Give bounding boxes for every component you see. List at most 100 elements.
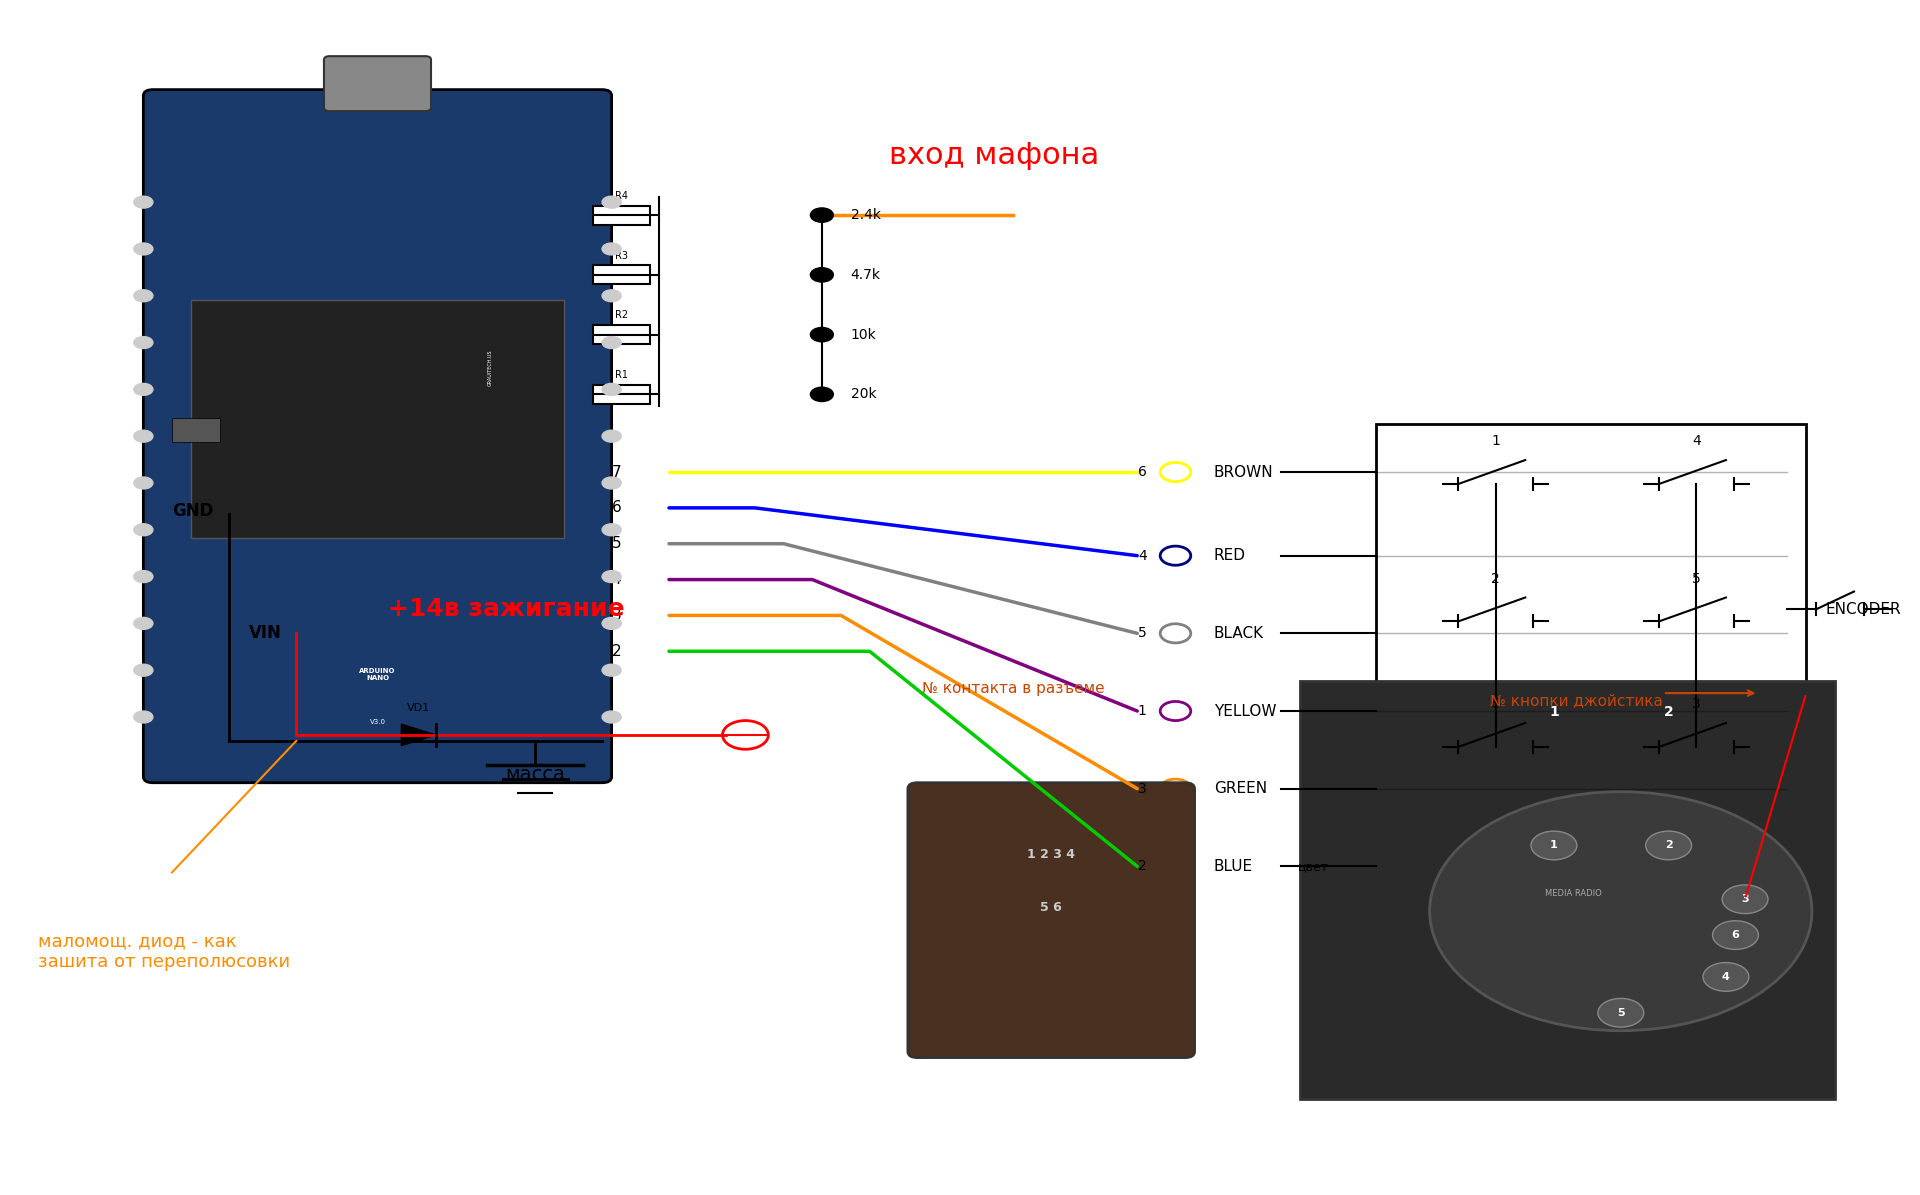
Text: маломощ. диод - как
зашита от переполюсовки: маломощ. диод - как зашита от переполюсо…: [38, 932, 290, 970]
Circle shape: [134, 196, 154, 208]
Text: VIN: VIN: [248, 624, 282, 643]
Text: RED: RED: [1213, 549, 1246, 563]
Bar: [593, 206, 649, 225]
Text: 3: 3: [612, 608, 622, 623]
Text: 2: 2: [612, 644, 622, 658]
Text: 2.4k: 2.4k: [851, 208, 881, 222]
Circle shape: [810, 327, 833, 342]
Text: 10k: 10k: [851, 327, 876, 342]
Text: 2: 2: [1665, 840, 1672, 851]
Text: 1: 1: [1139, 704, 1146, 718]
Bar: [173, 418, 219, 442]
Circle shape: [603, 571, 622, 583]
Circle shape: [1530, 832, 1576, 860]
Bar: [1300, 681, 1836, 1099]
Circle shape: [603, 290, 622, 302]
Circle shape: [1713, 920, 1759, 949]
Text: R2: R2: [614, 311, 628, 320]
Text: ENCODER: ENCODER: [1826, 602, 1901, 617]
Text: № контакта в разъеме: № контакта в разъеме: [922, 681, 1104, 697]
Circle shape: [603, 477, 622, 489]
Circle shape: [603, 711, 622, 723]
Text: 20k: 20k: [851, 387, 876, 402]
Circle shape: [603, 618, 622, 630]
Text: № кнопки джойстика: № кнопки джойстика: [1490, 693, 1663, 709]
Circle shape: [134, 337, 154, 349]
Text: 4: 4: [1722, 972, 1730, 982]
Text: 3: 3: [1741, 894, 1749, 905]
Text: 3: 3: [1692, 697, 1701, 711]
Text: 1: 1: [1492, 434, 1500, 448]
Circle shape: [134, 664, 154, 676]
Circle shape: [603, 243, 622, 255]
Text: BROWN: BROWN: [1213, 465, 1273, 479]
Text: 4.7k: 4.7k: [851, 268, 881, 282]
Text: R3: R3: [614, 251, 628, 261]
Circle shape: [1597, 999, 1644, 1028]
Text: 2: 2: [1139, 859, 1146, 874]
Text: 4: 4: [1139, 549, 1146, 563]
Bar: [593, 385, 649, 404]
Circle shape: [1703, 963, 1749, 992]
Text: 5 6: 5 6: [1041, 901, 1062, 913]
Bar: [593, 325, 649, 344]
Text: 5: 5: [1139, 626, 1146, 641]
Text: VD1: VD1: [407, 704, 430, 713]
Circle shape: [810, 208, 833, 222]
Polygon shape: [401, 724, 436, 746]
Text: 1: 1: [1549, 705, 1559, 719]
Text: 4: 4: [612, 572, 622, 587]
Text: 6: 6: [1139, 465, 1146, 479]
Circle shape: [603, 664, 622, 676]
Circle shape: [134, 477, 154, 489]
Text: вход мафона: вход мафона: [889, 141, 1098, 170]
FancyBboxPatch shape: [908, 783, 1194, 1058]
Text: YELLOW: YELLOW: [1213, 704, 1277, 718]
Bar: [1377, 424, 1807, 890]
Circle shape: [134, 571, 154, 583]
Text: 6: 6: [612, 501, 622, 515]
Text: 3: 3: [1139, 782, 1146, 796]
Text: 1: 1: [1549, 840, 1557, 851]
Text: ARDUINO
NANO: ARDUINO NANO: [359, 668, 396, 681]
Circle shape: [1722, 884, 1768, 913]
Text: +14в зажигание: +14в зажигание: [388, 598, 624, 621]
Text: 4: 4: [1692, 434, 1701, 448]
Text: R4: R4: [614, 191, 628, 201]
Circle shape: [1645, 832, 1692, 860]
Text: 5: 5: [1617, 1007, 1624, 1018]
FancyBboxPatch shape: [144, 90, 612, 783]
Circle shape: [603, 384, 622, 396]
Text: 5: 5: [1692, 571, 1701, 586]
Text: 6: 6: [1732, 930, 1740, 940]
Text: BLUE: BLUE: [1213, 859, 1254, 874]
Text: цвет: цвет: [1298, 860, 1329, 872]
Circle shape: [810, 387, 833, 402]
Text: 2: 2: [1665, 705, 1674, 719]
Text: 5: 5: [612, 537, 622, 551]
Text: V3.0: V3.0: [369, 719, 386, 725]
Text: GND: GND: [173, 502, 213, 520]
Text: масса: масса: [505, 765, 564, 784]
Circle shape: [134, 523, 154, 535]
Circle shape: [134, 711, 154, 723]
Text: 6: 6: [1492, 697, 1500, 711]
Circle shape: [134, 618, 154, 630]
Text: 7: 7: [612, 465, 622, 479]
Text: MEDIA RADIO: MEDIA RADIO: [1546, 889, 1601, 897]
Circle shape: [134, 430, 154, 442]
Circle shape: [1430, 792, 1812, 1030]
Text: R1: R1: [614, 370, 628, 380]
Circle shape: [810, 268, 833, 282]
Circle shape: [134, 290, 154, 302]
Text: 1 2 3 4: 1 2 3 4: [1027, 848, 1075, 860]
Circle shape: [134, 384, 154, 396]
FancyBboxPatch shape: [324, 56, 430, 111]
Circle shape: [603, 196, 622, 208]
Bar: [593, 265, 649, 284]
Text: 2: 2: [1492, 571, 1500, 586]
Circle shape: [603, 337, 622, 349]
Text: GREEN: GREEN: [1213, 782, 1267, 796]
Circle shape: [603, 523, 622, 535]
Text: GRAUITECH.US: GRAUITECH.US: [488, 350, 492, 386]
